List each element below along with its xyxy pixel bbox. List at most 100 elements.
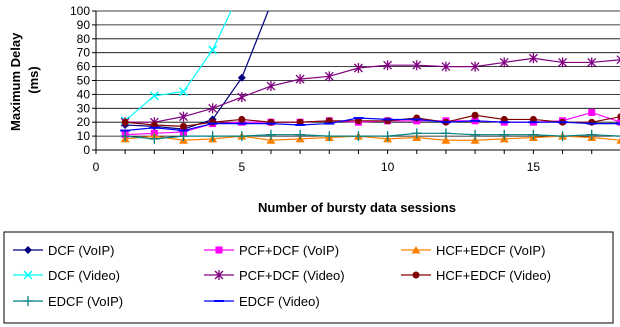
- data-point-edcf-voip-17: [615, 135, 620, 137]
- series-layer: [120, 11, 620, 144]
- data-point-edcf-voip-7: [324, 131, 335, 142]
- series-hcf-edcf-voip: [120, 132, 620, 144]
- legend-label-dcf-voip: DCF (VoIP): [48, 243, 114, 258]
- data-point-edcf-voip-13: [499, 129, 510, 140]
- data-point-edcf-voip-16: [586, 129, 597, 140]
- series-line-hcf-edcf-video: [125, 114, 620, 127]
- axes: [92, 10, 620, 154]
- data-point-edcf-voip-2: [178, 131, 189, 142]
- legend-label-hcf-edcf-voip: HCF+EDCF (VoIP): [436, 243, 545, 258]
- data-point-hcf-edcf-video-4: [238, 115, 246, 123]
- data-point-pcf-dcf-voip-16: [588, 108, 596, 116]
- data-point-edcf-voip-9: [382, 131, 393, 142]
- x-tick-label-0: 0: [93, 160, 100, 174]
- series-dcf-voip: [121, 11, 269, 134]
- data-point-edcf-voip-15: [557, 131, 568, 142]
- legend-label-pcf-dcf-video: PCF+DCF (Video): [239, 268, 345, 283]
- data-point-edcf-voip-10: [411, 128, 422, 139]
- legend-swatch-marker: [23, 296, 33, 306]
- legend-swatch-marker: [23, 270, 33, 280]
- series-edcf-video: [120, 117, 620, 132]
- data-point-dcf-video-1: [149, 91, 159, 101]
- data-point-pcf-dcf-video-4: [237, 92, 247, 103]
- y-axis-title-line-2: (ms): [26, 66, 41, 93]
- data-point-hcf-edcf-voip-11: [441, 136, 451, 144]
- series-pcf-dcf-video: [120, 53, 620, 128]
- legend-item-hcf-edcf-voip: HCF+EDCF (VoIP): [401, 243, 545, 258]
- data-point-dcf-voip-4: [237, 73, 246, 82]
- data-point-pcf-dcf-video-13: [499, 57, 509, 68]
- y-tick-label-30: 30: [77, 101, 91, 115]
- data-point-pcf-dcf-video-16: [587, 57, 597, 68]
- data-point-edcf-voip-5: [265, 129, 276, 140]
- legend-swatch-marker: [215, 246, 223, 254]
- data-point-edcf-voip-3: [207, 131, 218, 142]
- y-tick-label-80: 80: [77, 32, 91, 46]
- data-point-hcf-edcf-video-1: [150, 121, 158, 129]
- data-point-hcf-edcf-video-10: [413, 114, 421, 122]
- data-point-pcf-dcf-video-12: [470, 61, 480, 72]
- legend-item-pcf-dcf-voip: PCF+DCF (VoIP): [204, 243, 339, 258]
- data-point-pcf-dcf-video-6: [295, 74, 305, 85]
- data-point-pcf-dcf-video-10: [412, 60, 422, 71]
- y-tick-label-90: 90: [77, 18, 91, 32]
- series-line-dcf-video: [124, 11, 232, 122]
- data-point-hcf-edcf-video-14: [529, 115, 537, 123]
- y-tick-label-70: 70: [77, 46, 91, 60]
- data-point-edcf-voip-12: [470, 129, 481, 140]
- data-point-pcf-dcf-video-3: [208, 103, 218, 114]
- data-point-hcf-edcf-video-12: [471, 111, 479, 119]
- data-point-pcf-dcf-video-7: [324, 71, 334, 82]
- data-point-pcf-dcf-video-15: [558, 57, 568, 68]
- legend-item-edcf-voip: EDCF (VoIP): [13, 294, 123, 309]
- legend-label-dcf-video: DCF (Video): [48, 268, 120, 283]
- x-tick-label-15: 15: [527, 160, 541, 174]
- x-axis-title: Number of bursty data sessions: [258, 200, 456, 215]
- data-point-hcf-edcf-video-0: [121, 118, 129, 126]
- data-point-hcf-edcf-video-2: [179, 122, 187, 130]
- data-point-pcf-dcf-video-5: [266, 81, 276, 92]
- data-point-hcf-edcf-voip-12: [470, 136, 480, 144]
- legend-item-hcf-edcf-video: HCF+EDCF (Video): [401, 268, 551, 283]
- y-axis-title-line-1: Maximum Delay: [8, 32, 23, 131]
- legend-label-hcf-edcf-video: HCF+EDCF (Video): [436, 268, 551, 283]
- y-tick-label-50: 50: [77, 74, 91, 88]
- data-point-pcf-dcf-video-14: [528, 53, 538, 64]
- y-tick-label-10: 10: [77, 129, 91, 143]
- data-point-edcf-voip-4: [236, 131, 247, 142]
- y-axis-title: Maximum Delay (ms): [8, 29, 41, 131]
- y-tick-label-20: 20: [77, 115, 91, 129]
- data-point-hcf-edcf-video-6: [296, 118, 304, 126]
- legend-item-dcf-voip: DCF (VoIP): [13, 243, 114, 258]
- data-point-hcf-edcf-voip-17: [616, 137, 620, 144]
- x-tick-label-5: 5: [238, 160, 245, 174]
- legend-label-edcf-voip: EDCF (VoIP): [48, 294, 123, 309]
- legend: DCF (VoIP) PCF+DCF (VoIP) HCF+EDCF (VoIP) D…: [13, 243, 551, 309]
- data-point-pcf-dcf-voip-17: [617, 118, 620, 126]
- legend-swatch-marker: [412, 271, 420, 279]
- series-line-pcf-dcf-video: [125, 57, 620, 123]
- series-edcf-voip: [120, 128, 620, 144]
- x-tick-label-10: 10: [381, 160, 395, 174]
- y-tick-label-40: 40: [77, 87, 91, 101]
- data-point-hcf-edcf-video-5: [267, 118, 275, 126]
- y-tick-label-0: 0: [83, 143, 90, 157]
- data-point-hcf-edcf-video-9: [384, 117, 392, 125]
- data-point-edcf-voip-1: [149, 133, 160, 144]
- legend-swatch-marker: [24, 246, 32, 254]
- data-point-dcf-video-2: [178, 87, 189, 97]
- legend-item-pcf-dcf-video: PCF+DCF (Video): [204, 268, 345, 283]
- data-point-pcf-dcf-video-2: [179, 111, 188, 122]
- data-point-hcf-edcf-voip-5: [266, 136, 276, 144]
- y-tick-label-100: 100: [70, 4, 90, 18]
- legend-box: [3, 231, 614, 324]
- legend-swatch-marker: [411, 246, 421, 254]
- data-point-pcf-dcf-video-11: [441, 61, 451, 72]
- data-point-edcf-voip-0: [120, 131, 131, 142]
- data-point-hcf-edcf-video-13: [500, 115, 508, 123]
- series-line-hcf-edcf-voip: [125, 135, 620, 141]
- data-point-pcf-dcf-video-9: [383, 60, 393, 71]
- data-point-edcf-voip-8: [353, 131, 364, 142]
- y-tick-label-60: 60: [77, 60, 91, 74]
